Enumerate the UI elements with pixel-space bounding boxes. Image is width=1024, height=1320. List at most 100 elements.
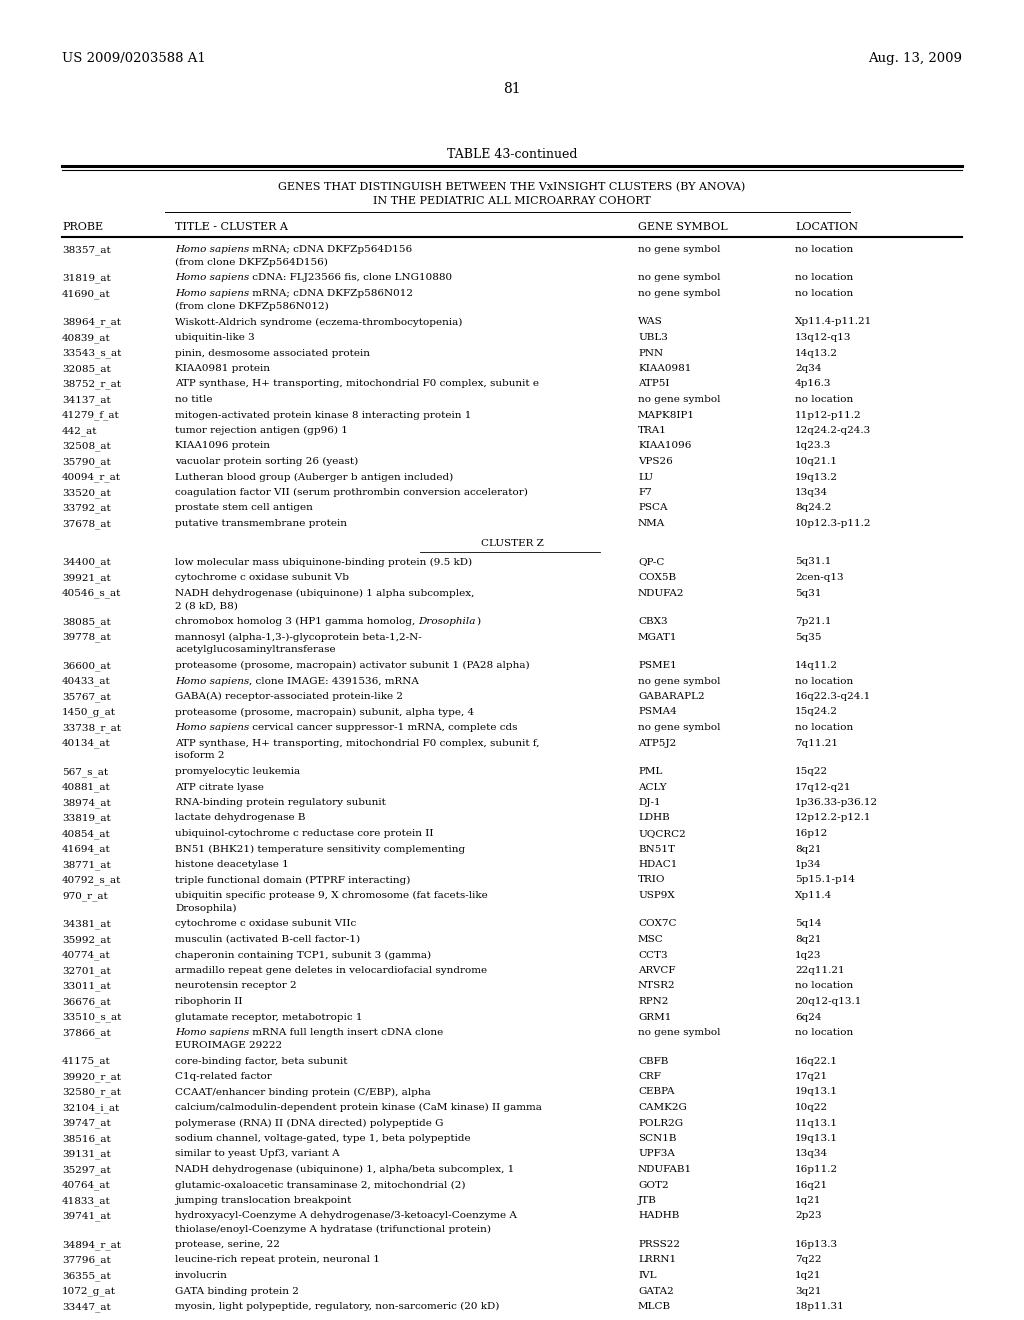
Text: 1q21: 1q21 xyxy=(795,1271,821,1280)
Text: 34381_at: 34381_at xyxy=(62,920,111,929)
Text: tumor rejection antigen (gp96) 1: tumor rejection antigen (gp96) 1 xyxy=(175,426,348,436)
Text: CBFB: CBFB xyxy=(638,1056,669,1065)
Text: 35790_at: 35790_at xyxy=(62,457,111,467)
Text: prostate stem cell antigen: prostate stem cell antigen xyxy=(175,503,313,512)
Text: PNN: PNN xyxy=(638,348,664,358)
Text: 11p12-p11.2: 11p12-p11.2 xyxy=(795,411,861,420)
Text: 16p12: 16p12 xyxy=(795,829,828,838)
Text: no gene symbol: no gene symbol xyxy=(638,246,721,253)
Text: 35297_at: 35297_at xyxy=(62,1166,111,1175)
Text: 40764_at: 40764_at xyxy=(62,1180,111,1191)
Text: 37866_at: 37866_at xyxy=(62,1028,111,1038)
Text: putative transmembrane protein: putative transmembrane protein xyxy=(175,519,347,528)
Text: 19q13.1: 19q13.1 xyxy=(795,1088,838,1097)
Text: ATP5J2: ATP5J2 xyxy=(638,738,676,747)
Text: CCT3: CCT3 xyxy=(638,950,668,960)
Text: POLR2G: POLR2G xyxy=(638,1118,683,1127)
Text: PROBE: PROBE xyxy=(62,222,103,232)
Text: mitogen-activated protein kinase 8 interacting protein 1: mitogen-activated protein kinase 8 inter… xyxy=(175,411,471,420)
Text: 18p11.31: 18p11.31 xyxy=(795,1302,845,1311)
Text: CRF: CRF xyxy=(638,1072,660,1081)
Text: (from clone DKFZp564D156): (from clone DKFZp564D156) xyxy=(175,257,328,267)
Text: neurotensin receptor 2: neurotensin receptor 2 xyxy=(175,982,297,990)
Text: 5q31: 5q31 xyxy=(795,589,821,598)
Text: NTSR2: NTSR2 xyxy=(638,982,676,990)
Text: KIAA1096: KIAA1096 xyxy=(638,441,691,450)
Text: 1q21: 1q21 xyxy=(795,1196,821,1205)
Text: no location: no location xyxy=(795,723,853,733)
Text: 16q22.3-q24.1: 16q22.3-q24.1 xyxy=(795,692,871,701)
Text: 32085_at: 32085_at xyxy=(62,364,111,374)
Text: no gene symbol: no gene symbol xyxy=(638,1028,721,1038)
Text: 12p12.2-p12.1: 12p12.2-p12.1 xyxy=(795,813,871,822)
Text: core-binding factor, beta subunit: core-binding factor, beta subunit xyxy=(175,1056,347,1065)
Text: 39741_at: 39741_at xyxy=(62,1212,111,1221)
Text: glutamate receptor, metabotropic 1: glutamate receptor, metabotropic 1 xyxy=(175,1012,362,1022)
Text: 2p23: 2p23 xyxy=(795,1212,821,1221)
Text: 16q21: 16q21 xyxy=(795,1180,828,1189)
Text: 16p11.2: 16p11.2 xyxy=(795,1166,838,1173)
Text: 41279_f_at: 41279_f_at xyxy=(62,411,120,420)
Text: HADHB: HADHB xyxy=(638,1212,679,1221)
Text: KIAA0981 protein: KIAA0981 protein xyxy=(175,364,270,374)
Text: 32508_at: 32508_at xyxy=(62,441,111,451)
Text: GENE SYMBOL: GENE SYMBOL xyxy=(638,222,728,232)
Text: WAS: WAS xyxy=(638,318,663,326)
Text: 31819_at: 31819_at xyxy=(62,273,111,284)
Text: 7q11.21: 7q11.21 xyxy=(795,738,838,747)
Text: similar to yeast Upf3, variant A: similar to yeast Upf3, variant A xyxy=(175,1150,340,1159)
Text: LOCATION: LOCATION xyxy=(795,222,858,232)
Text: USP9X: USP9X xyxy=(638,891,675,900)
Text: mRNA full length insert cDNA clone: mRNA full length insert cDNA clone xyxy=(249,1028,443,1038)
Text: 7q22: 7q22 xyxy=(795,1255,821,1265)
Text: no gene symbol: no gene symbol xyxy=(638,395,721,404)
Text: Homo sapiens: Homo sapiens xyxy=(175,289,249,298)
Text: 39920_r_at: 39920_r_at xyxy=(62,1072,121,1081)
Text: 4p16.3: 4p16.3 xyxy=(795,380,831,388)
Text: involucrin: involucrin xyxy=(175,1271,228,1280)
Text: ATP synthase, H+ transporting, mitochondrial F0 complex, subunit e: ATP synthase, H+ transporting, mitochond… xyxy=(175,380,539,388)
Text: 33738_r_at: 33738_r_at xyxy=(62,723,121,733)
Text: 2cen-q13: 2cen-q13 xyxy=(795,573,844,582)
Text: 2q34: 2q34 xyxy=(795,364,821,374)
Text: 36600_at: 36600_at xyxy=(62,661,111,671)
Text: myosin, light polypeptide, regulatory, non-sarcomeric (20 kD): myosin, light polypeptide, regulatory, n… xyxy=(175,1302,500,1311)
Text: 34400_at: 34400_at xyxy=(62,557,111,568)
Text: PSCA: PSCA xyxy=(638,503,668,512)
Text: cervical cancer suppressor-1 mRNA, complete cds: cervical cancer suppressor-1 mRNA, compl… xyxy=(249,723,518,733)
Text: EUROIMAGE 29222: EUROIMAGE 29222 xyxy=(175,1041,283,1049)
Text: UPF3A: UPF3A xyxy=(638,1150,675,1159)
Text: no gene symbol: no gene symbol xyxy=(638,273,721,282)
Text: 40546_s_at: 40546_s_at xyxy=(62,589,122,598)
Text: GENES THAT DISTINGUISH BETWEEN THE VxINSIGHT CLUSTERS (BY ANOVA): GENES THAT DISTINGUISH BETWEEN THE VxINS… xyxy=(279,182,745,193)
Text: BN51T: BN51T xyxy=(638,845,675,854)
Text: no gene symbol: no gene symbol xyxy=(638,289,721,298)
Text: 41833_at: 41833_at xyxy=(62,1196,111,1205)
Text: MGAT1: MGAT1 xyxy=(638,632,678,642)
Text: PML: PML xyxy=(638,767,663,776)
Text: 3q21: 3q21 xyxy=(795,1287,821,1295)
Text: NADH dehydrogenase (ubiquinone) 1 alpha subcomplex,: NADH dehydrogenase (ubiquinone) 1 alpha … xyxy=(175,589,474,598)
Text: Homo sapiens: Homo sapiens xyxy=(175,723,249,733)
Text: 8q21: 8q21 xyxy=(795,935,821,944)
Text: sodium channel, voltage-gated, type 1, beta polypeptide: sodium channel, voltage-gated, type 1, b… xyxy=(175,1134,471,1143)
Text: chromobox homolog 3 (HP1 gamma homolog,: chromobox homolog 3 (HP1 gamma homolog, xyxy=(175,616,419,626)
Text: JTB: JTB xyxy=(638,1196,656,1205)
Text: 5q31.1: 5q31.1 xyxy=(795,557,831,566)
Text: UQCRC2: UQCRC2 xyxy=(638,829,686,838)
Text: 35992_at: 35992_at xyxy=(62,935,111,945)
Text: 33819_at: 33819_at xyxy=(62,813,111,824)
Text: 1450_g_at: 1450_g_at xyxy=(62,708,116,717)
Text: CLUSTER Z: CLUSTER Z xyxy=(480,539,544,548)
Text: KIAA0981: KIAA0981 xyxy=(638,364,691,374)
Text: 36355_at: 36355_at xyxy=(62,1271,111,1280)
Text: 34894_r_at: 34894_r_at xyxy=(62,1239,121,1250)
Text: 33792_at: 33792_at xyxy=(62,503,111,513)
Text: NDUFA2: NDUFA2 xyxy=(638,589,684,598)
Text: no location: no location xyxy=(795,1028,853,1038)
Text: MLCB: MLCB xyxy=(638,1302,671,1311)
Text: isoform 2: isoform 2 xyxy=(175,751,224,760)
Text: 13q34: 13q34 xyxy=(795,488,828,498)
Text: 39921_at: 39921_at xyxy=(62,573,111,582)
Text: Lutheran blood group (Auberger b antigen included): Lutheran blood group (Auberger b antigen… xyxy=(175,473,454,482)
